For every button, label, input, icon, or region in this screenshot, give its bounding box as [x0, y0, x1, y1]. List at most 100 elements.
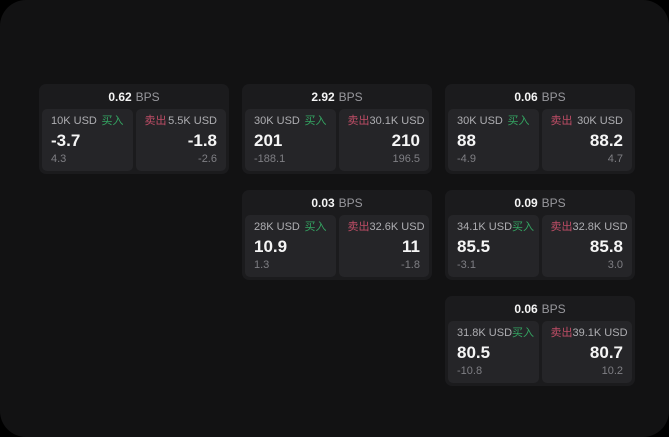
buy-value: 201 — [254, 131, 283, 150]
sell-panel-header: 卖出 39.1K USD — [550, 327, 628, 339]
bps-value: 0.06 — [514, 301, 538, 316]
buy-amount: 30K USD — [254, 115, 300, 127]
sell-sub-value: -2.6 — [198, 153, 217, 165]
quote-card: 0.09 BPS 34.1K USD 买入 85.5 -3.1 卖出 32.8K… — [445, 190, 635, 280]
quote-card: 2.92 BPS 30K USD 买入 201 -188.1 卖出 30.1K … — [242, 84, 432, 174]
buy-panel-header: 10K USD 买入 — [51, 116, 124, 127]
bps-value: 0.09 — [514, 195, 538, 210]
quote-card: 0.06 BPS 31.8K USD 买入 80.5 -10.8 卖出 39.1… — [445, 296, 635, 386]
sell-amount: 39.1K USD — [572, 327, 628, 339]
quote-card: 0.62 BPS 10K USD 买入 -3.7 4.3 卖出 5.5K USD… — [39, 84, 229, 174]
buy-panel[interactable]: 10K USD 买入 -3.7 4.3 — [42, 109, 133, 171]
quote-card: 0.06 BPS 30K USD 买入 88 -4.9 卖出 30K USD 8… — [445, 84, 635, 174]
sell-panel[interactable]: 卖出 30K USD 88.2 4.7 — [541, 109, 632, 171]
bps-header: 0.03 BPS — [242, 190, 432, 215]
buy-side-label: 买入 — [101, 115, 124, 127]
buy-amount: 10K USD — [51, 115, 97, 127]
sell-side-label: 卖出 — [347, 115, 370, 127]
buy-amount: 31.8K USD — [457, 327, 513, 339]
sell-side-label: 卖出 — [144, 115, 167, 127]
buy-panel[interactable]: 30K USD 买入 88 -4.9 — [448, 109, 539, 171]
bps-header: 0.06 BPS — [445, 84, 635, 109]
bps-value: 0.62 — [108, 89, 132, 104]
buy-side-label: 买入 — [304, 221, 327, 233]
sell-sub-value: 3.0 — [607, 259, 623, 271]
buy-panel[interactable]: 34.1K USD 买入 85.5 -3.1 — [448, 215, 539, 277]
buy-panel[interactable]: 28K USD 买入 10.9 1.3 — [245, 215, 336, 277]
buy-value: 80.5 — [457, 343, 491, 362]
bps-header: 0.62 BPS — [39, 84, 229, 109]
sell-panel[interactable]: 卖出 32.6K USD 11 -1.8 — [338, 215, 429, 277]
sell-amount: 30K USD — [577, 115, 623, 127]
sell-panel[interactable]: 卖出 5.5K USD -1.8 -2.6 — [135, 109, 226, 171]
buy-sub-value: -3.1 — [457, 259, 476, 271]
buy-sub-value: -188.1 — [254, 153, 286, 165]
bps-unit-label: BPS — [338, 195, 363, 210]
sell-panel[interactable]: 卖出 39.1K USD 80.7 10.2 — [541, 321, 632, 383]
buy-value: 10.9 — [254, 237, 288, 256]
sell-amount: 5.5K USD — [168, 115, 217, 127]
buy-panel-header: 31.8K USD 买入 — [457, 327, 534, 339]
quote-panels: 31.8K USD 买入 80.5 -10.8 卖出 39.1K USD 80.… — [445, 321, 635, 386]
quote-panels: 34.1K USD 买入 85.5 -3.1 卖出 32.8K USD 85.8… — [445, 215, 635, 280]
buy-side-label: 买入 — [512, 327, 535, 339]
quote-panels: 30K USD 买入 88 -4.9 卖出 30K USD 88.2 4.7 — [445, 109, 635, 174]
sell-value: 210 — [391, 131, 420, 150]
quote-panels: 30K USD 买入 201 -188.1 卖出 30.1K USD 210 1… — [242, 109, 432, 174]
buy-amount: 30K USD — [457, 115, 503, 127]
buy-side-label: 买入 — [304, 115, 327, 127]
buy-sub-value: -10.8 — [457, 365, 483, 377]
sell-amount: 32.8K USD — [572, 221, 628, 233]
sell-panel-header: 卖出 30.1K USD — [347, 115, 425, 127]
sell-amount: 32.6K USD — [369, 221, 425, 233]
sell-value: 85.8 — [589, 237, 623, 256]
buy-sub-value: 4.3 — [51, 153, 67, 165]
buy-panel-header: 30K USD 买入 — [254, 116, 327, 127]
sell-sub-value: 10.2 — [601, 365, 623, 377]
sell-panel-header: 卖出 32.6K USD — [347, 221, 425, 233]
quote-card: 0.03 BPS 28K USD 买入 10.9 1.3 卖出 32.6K US… — [242, 190, 432, 280]
sell-panel-header: 卖出 30K USD — [551, 116, 624, 127]
sell-side-label: 卖出 — [550, 115, 573, 127]
sell-sub-value: -1.8 — [401, 259, 420, 271]
quote-panels: 10K USD 买入 -3.7 4.3 卖出 5.5K USD -1.8 -2.… — [39, 109, 229, 174]
sell-panel-header: 卖出 5.5K USD — [145, 116, 218, 127]
buy-amount: 34.1K USD — [457, 221, 513, 233]
quote-card-grid: 0.62 BPS 10K USD 买入 -3.7 4.3 卖出 5.5K USD… — [39, 84, 635, 386]
sell-panel[interactable]: 卖出 32.8K USD 85.8 3.0 — [541, 215, 632, 277]
bps-value: 2.92 — [311, 89, 335, 104]
bps-unit-label: BPS — [135, 89, 160, 104]
buy-value: 88 — [457, 131, 476, 150]
buy-panel-header: 34.1K USD 买入 — [457, 221, 534, 233]
sell-sub-value: 196.5 — [392, 153, 420, 165]
bps-value: 0.06 — [514, 89, 538, 104]
sell-side-label: 卖出 — [347, 221, 370, 233]
sell-panel[interactable]: 卖出 30.1K USD 210 196.5 — [338, 109, 429, 171]
bps-value: 0.03 — [311, 195, 335, 210]
bps-unit-label: BPS — [338, 89, 363, 104]
sell-amount: 30.1K USD — [369, 115, 425, 127]
sell-panel-header: 卖出 32.8K USD — [550, 221, 628, 233]
sell-value: 80.7 — [589, 343, 623, 362]
buy-side-label: 买入 — [512, 221, 535, 233]
bps-header: 2.92 BPS — [242, 84, 432, 109]
quote-panels: 28K USD 买入 10.9 1.3 卖出 32.6K USD 11 -1.8 — [242, 215, 432, 280]
buy-sub-value: -4.9 — [457, 153, 476, 165]
buy-amount: 28K USD — [254, 221, 300, 233]
bps-unit-label: BPS — [541, 89, 566, 104]
buy-panel[interactable]: 30K USD 买入 201 -188.1 — [245, 109, 336, 171]
bps-unit-label: BPS — [541, 301, 566, 316]
buy-side-label: 买入 — [507, 115, 530, 127]
buy-sub-value: 1.3 — [254, 259, 270, 271]
bps-unit-label: BPS — [541, 195, 566, 210]
sell-value: 11 — [402, 237, 420, 256]
buy-value: 85.5 — [457, 237, 491, 256]
sell-side-label: 卖出 — [550, 221, 573, 233]
sell-side-label: 卖出 — [550, 327, 573, 339]
buy-panel[interactable]: 31.8K USD 买入 80.5 -10.8 — [448, 321, 539, 383]
buy-panel-header: 30K USD 买入 — [457, 116, 530, 127]
sell-sub-value: 4.7 — [607, 153, 623, 165]
buy-value: -3.7 — [51, 131, 81, 150]
buy-panel-header: 28K USD 买入 — [254, 222, 327, 233]
